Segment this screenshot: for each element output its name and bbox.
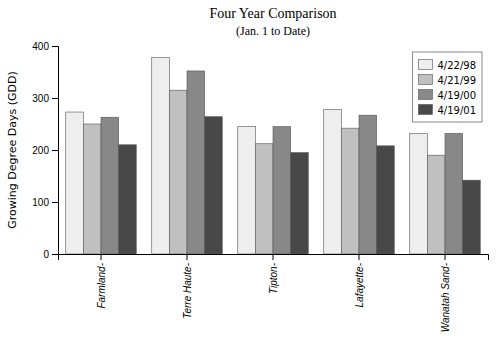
legend-box <box>412 52 482 122</box>
bar-series <box>119 117 481 254</box>
legend-swatch <box>418 60 432 70</box>
bar <box>238 127 256 254</box>
legend-label: 4/19/01 <box>437 105 476 116</box>
bar <box>291 153 309 254</box>
legend-label: 4/21/99 <box>437 75 476 86</box>
bar-series <box>83 90 445 254</box>
legend-swatch <box>418 90 432 100</box>
bar <box>255 144 273 254</box>
legend-label: 4/19/00 <box>437 90 476 101</box>
y-axis: 0 100 200 300 400 <box>32 41 58 260</box>
tick: 300 <box>32 93 58 104</box>
legend-swatch <box>418 105 432 115</box>
tick-mark <box>445 254 446 260</box>
bar <box>410 133 428 254</box>
bar <box>205 117 223 254</box>
tick-label: 200 <box>32 145 49 156</box>
legend-label: 4/22/98 <box>437 60 476 71</box>
tick: Terre Haute- <box>182 254 193 319</box>
tick-label: Lafayette- <box>354 262 365 307</box>
axis-line <box>59 255 489 261</box>
bar <box>341 128 359 254</box>
plot: 0 100 200 300 400 Farmland- Terre Haute- Tipton… <box>32 41 488 333</box>
tick-label: 400 <box>32 41 49 52</box>
tick: Lafayette- <box>354 254 365 307</box>
legend: 4/22/98 4/21/99 4/19/00 4/19/01 <box>412 52 482 122</box>
bar <box>169 90 187 254</box>
tick-mark <box>52 202 58 203</box>
bar <box>427 155 445 254</box>
bar <box>83 124 101 254</box>
tick: 100 <box>32 197 58 208</box>
bar <box>445 133 463 254</box>
tick-mark <box>101 254 102 260</box>
tick: Farmland- <box>96 254 107 309</box>
tick-mark <box>52 150 58 151</box>
bar <box>101 117 119 254</box>
tick-label: Tipton- <box>268 262 279 294</box>
tick-mark <box>52 46 58 47</box>
bar <box>273 127 291 254</box>
tick-mark <box>187 254 188 260</box>
tick-label: Farmland- <box>96 262 107 308</box>
tick-label: Wanatah Sand- <box>440 262 451 332</box>
tick-mark <box>52 254 58 255</box>
tick-label: 300 <box>32 93 49 104</box>
bar <box>187 71 205 254</box>
axis-line <box>52 47 59 255</box>
title: Four Year Comparison <box>209 6 336 21</box>
tick: 200 <box>32 145 58 156</box>
tick-mark <box>359 254 360 260</box>
bar <box>463 180 481 254</box>
bar <box>119 145 137 254</box>
tick: 0 <box>43 249 58 260</box>
y-axis-label: Growing Degree Days (GDD) <box>6 71 19 229</box>
tick: Tipton- <box>268 254 279 294</box>
bar <box>66 112 84 254</box>
tick: 400 <box>32 41 58 52</box>
legend-swatch <box>418 75 432 85</box>
chart: 0 100 200 300 400 Farmland- Terre Haute- Tipton… <box>0 0 500 340</box>
tick-label: Terre Haute- <box>182 262 193 318</box>
bar <box>152 57 170 254</box>
bar <box>377 146 395 254</box>
subtitle: (Jan. 1 to Date) <box>236 24 310 38</box>
tick: Wanatah Sand- <box>440 254 451 332</box>
tick-mark <box>273 254 274 260</box>
tick-label: 0 <box>43 249 49 260</box>
bar-series <box>66 57 428 254</box>
tick-mark <box>52 98 58 99</box>
x-axis: Farmland- Terre Haute- Tipton- Lafayette- Wa… <box>59 254 489 332</box>
bar <box>359 115 377 254</box>
tick-label: 100 <box>32 197 49 208</box>
bar <box>324 109 342 254</box>
bar-series <box>101 71 463 254</box>
